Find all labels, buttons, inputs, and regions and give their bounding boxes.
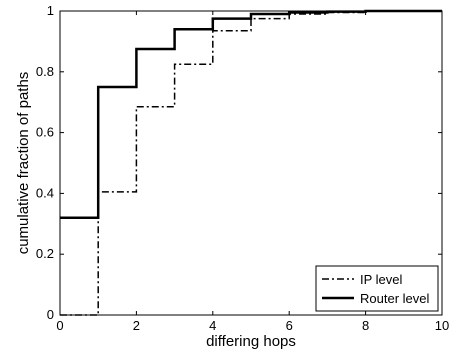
series-line-router-level (60, 9, 442, 219)
x-tick-label: 10 (435, 318, 449, 333)
y-tick-label: 0.4 (36, 185, 54, 200)
x-tick-label: 6 (286, 318, 293, 333)
y-tick-label: 0.2 (36, 246, 54, 261)
y-axis-ticks: 0 0.2 0.4 0.6 0.8 1 (36, 3, 442, 322)
x-axis-title: differing hops (206, 333, 296, 350)
y-tick-label: 1 (47, 3, 54, 18)
legend-box (315, 265, 439, 312)
y-axis-title: cumulative fraction of paths (15, 72, 32, 255)
y-tick-label: 0.6 (36, 125, 54, 140)
series-lines (60, 9, 442, 316)
x-tick-label: 2 (133, 318, 140, 333)
y-tick-label: 0.8 (36, 64, 54, 79)
series-line-ip-level (60, 10, 442, 316)
x-tick-label: 4 (209, 318, 216, 333)
y-tick-label: 0 (47, 307, 54, 322)
plot-frame (59, 10, 443, 316)
legend: IP level Router level (315, 265, 439, 312)
x-tick-label: 0 (56, 318, 63, 333)
x-tick-label: 8 (362, 318, 369, 333)
legend-label-router-level: Router level (360, 291, 429, 306)
x-axis-ticks: 0 2 4 6 8 10 (56, 11, 449, 333)
legend-label-ip-level: IP level (360, 272, 403, 287)
